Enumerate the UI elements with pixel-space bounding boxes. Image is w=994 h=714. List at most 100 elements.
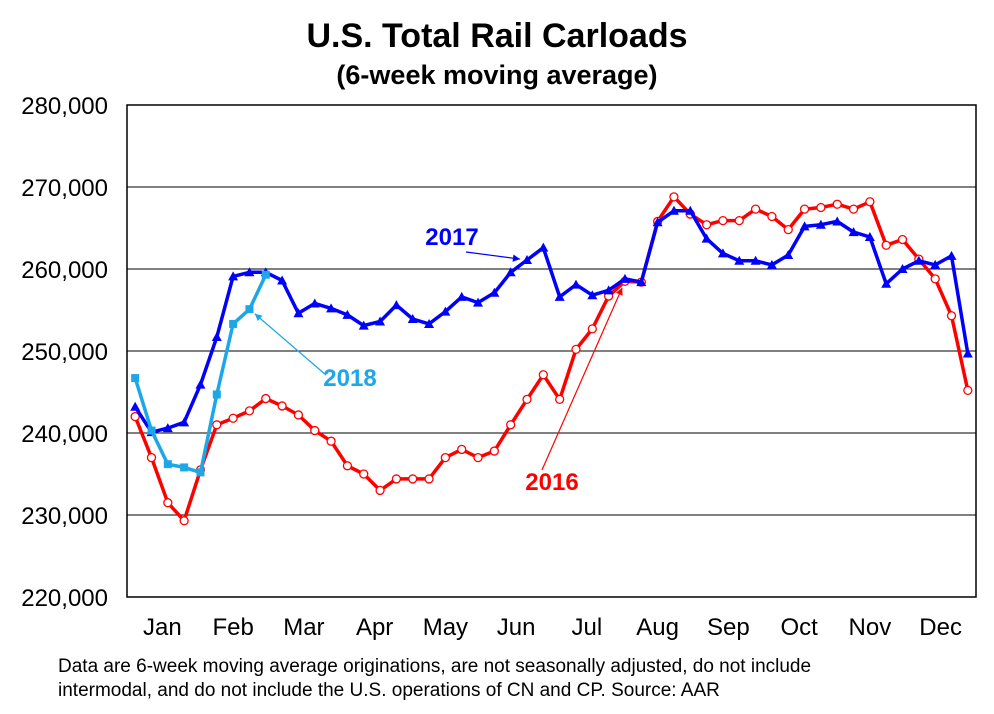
data-point-2016	[848, 204, 859, 214]
x-tick-label: Feb	[212, 614, 253, 641]
data-point-2018	[196, 468, 205, 477]
data-point-2016	[244, 406, 255, 416]
data-point-2017	[636, 277, 647, 287]
data-point-2016	[310, 425, 320, 436]
data-point-2017	[734, 255, 745, 265]
data-point-2017	[832, 216, 843, 226]
data-point-2017	[375, 316, 386, 326]
x-tick-label: Sep	[707, 614, 750, 641]
data-point-2016	[146, 452, 157, 463]
data-point-2017	[685, 205, 696, 215]
series-line-2018	[133, 273, 268, 475]
data-point-2018	[261, 270, 270, 279]
data-point-2017	[897, 264, 908, 273]
data-point-2017	[440, 306, 451, 316]
data-point-2016	[375, 485, 385, 496]
y-tick-label: 260,000	[21, 257, 108, 284]
data-point-2016	[538, 370, 548, 380]
data-point-2017	[946, 250, 957, 260]
data-point-2016	[718, 215, 728, 226]
data-point-2016	[212, 420, 222, 430]
data-point-2017	[391, 300, 402, 310]
data-point-2016	[783, 224, 793, 235]
series-annotations: 2017 2018 2016	[254, 224, 623, 496]
data-point-2017	[848, 227, 859, 237]
data-point-2016	[228, 413, 238, 423]
data-point-2018	[212, 390, 221, 399]
y-tick-label: 280,000	[21, 93, 108, 120]
data-point-2017	[554, 291, 565, 301]
data-point-2016	[457, 444, 467, 455]
data-point-2017	[195, 379, 206, 389]
data-point-2016	[179, 516, 189, 526]
data-point-2017	[244, 267, 255, 277]
data-point-2016	[734, 215, 744, 226]
annotation-arrowhead-2017	[512, 254, 521, 262]
data-point-2017	[358, 320, 369, 330]
data-point-2018	[131, 374, 140, 383]
data-point-2016	[750, 204, 761, 214]
data-point-2016	[701, 220, 712, 230]
annotation-arrow-2018	[254, 313, 327, 376]
series-line-2016	[133, 195, 970, 523]
x-tick-label: Mar	[283, 614, 324, 641]
data-point-2016	[881, 240, 891, 250]
data-point-2016	[506, 420, 516, 430]
data-point-2017	[783, 250, 794, 260]
data-point-2017	[538, 242, 549, 252]
data-point-2016	[342, 461, 353, 471]
data-point-2016	[440, 452, 451, 463]
x-tick-label: Jun	[497, 614, 536, 641]
series-lines	[130, 192, 973, 526]
data-point-2016	[865, 197, 875, 207]
data-point-2016	[767, 211, 777, 222]
annotation-label-2016: 2016	[525, 469, 578, 496]
data-point-2017	[277, 275, 288, 285]
data-point-2016	[571, 344, 581, 355]
data-point-2017	[211, 332, 222, 342]
data-point-2017	[326, 303, 337, 313]
data-point-2017	[570, 279, 581, 289]
data-point-2016	[946, 311, 957, 321]
gridlines	[127, 186, 976, 516]
data-point-2017	[913, 255, 924, 265]
data-point-2017	[424, 318, 435, 328]
data-point-2016	[930, 274, 940, 284]
data-point-2017	[750, 255, 761, 265]
data-point-2016	[293, 410, 304, 420]
data-point-2016	[963, 385, 973, 396]
data-point-2016	[326, 436, 336, 446]
y-tick-label: 240,000	[21, 421, 108, 448]
data-point-2017	[309, 298, 320, 308]
y-tick-label: 270,000	[21, 175, 108, 202]
data-point-2016	[587, 324, 597, 334]
series-line-2017	[133, 209, 970, 434]
data-point-2017	[162, 423, 173, 433]
annotation-arrow-2016	[541, 287, 623, 471]
data-point-2017	[864, 232, 875, 242]
data-point-2017	[668, 205, 679, 215]
x-tick-label: Dec	[919, 614, 962, 641]
data-point-2016	[359, 469, 369, 479]
y-tick-label: 220,000	[21, 585, 108, 612]
data-point-2016	[489, 446, 500, 456]
footnote-line-2: intermodal, and do not include the U.S. …	[58, 680, 720, 701]
x-tick-label: Jul	[572, 614, 603, 641]
data-point-2016	[522, 394, 532, 405]
annotation-arrow-2017	[465, 251, 521, 260]
data-point-2017	[130, 401, 141, 411]
data-point-2017	[407, 314, 418, 324]
data-point-2017	[179, 417, 190, 427]
data-point-2017	[342, 309, 353, 319]
y-tick-label: 250,000	[21, 339, 108, 366]
data-point-2016	[473, 452, 483, 463]
data-point-2017	[587, 290, 598, 300]
data-point-2017	[505, 267, 516, 277]
series-2018	[131, 270, 270, 477]
data-point-2018	[180, 463, 189, 472]
data-point-2018	[147, 426, 156, 435]
data-point-2016	[408, 474, 418, 484]
data-point-2016	[391, 474, 402, 484]
data-point-2017	[228, 271, 239, 281]
